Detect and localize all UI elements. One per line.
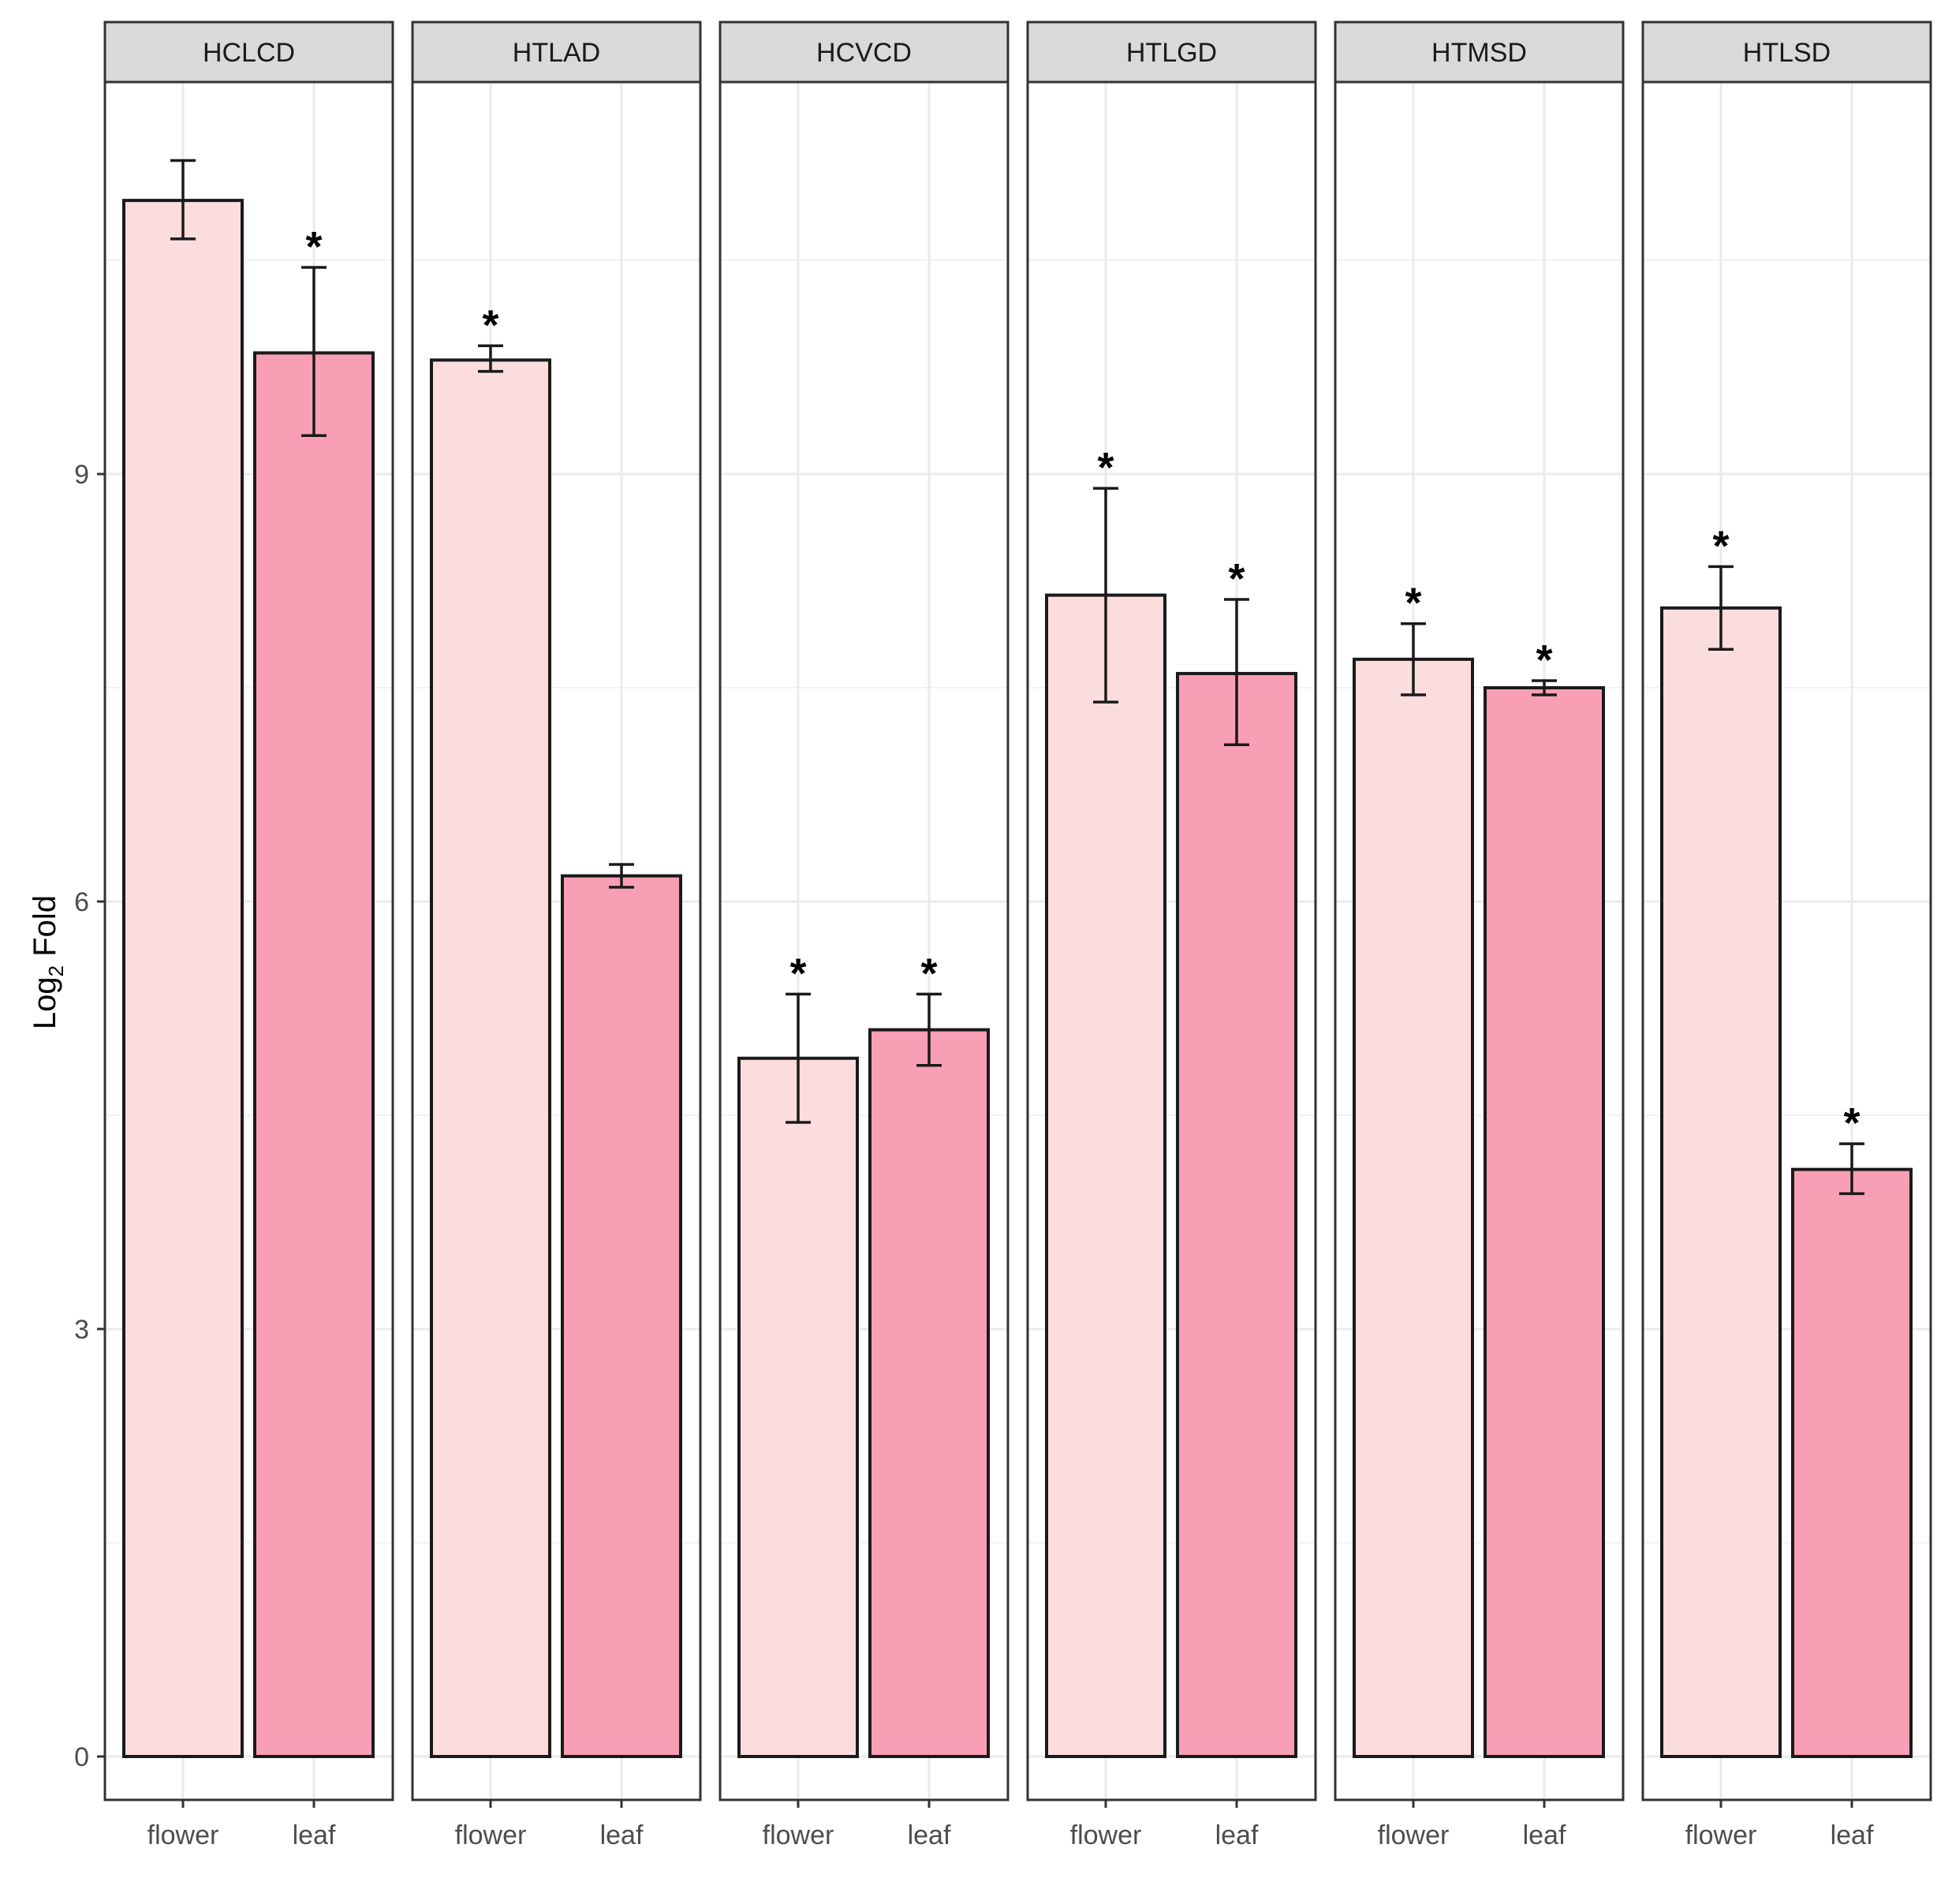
panel-htlad: * HTLAD flower leaf: [411, 21, 702, 1850]
bar-leaf: [561, 874, 682, 1758]
strip-label: HTMSD: [1431, 38, 1527, 68]
significance-marker: *: [1712, 522, 1729, 569]
bar-leaf: [253, 351, 375, 1758]
strip-label: HTLSD: [1743, 38, 1831, 68]
x-tick-label: flower: [1378, 1820, 1450, 1850]
panel-htlgd: * * HTLGD flower leaf: [1026, 21, 1317, 1850]
strip-header: [411, 21, 702, 84]
strip-header: [1026, 21, 1317, 84]
significance-marker: *: [1536, 637, 1552, 684]
x-tick-label: flower: [1070, 1820, 1142, 1850]
y-tick-label: 9: [74, 460, 89, 490]
x-tick-label: flower: [455, 1820, 527, 1850]
strip-label: HCLCD: [203, 38, 295, 68]
x-tick-label: leaf: [293, 1820, 336, 1850]
strip-header: [718, 21, 1010, 84]
x-tick-label: flower: [763, 1820, 834, 1850]
y-axis-label-main: Log: [28, 976, 62, 1029]
bar-leaf: [1791, 1167, 1913, 1758]
bar-flower: [737, 1056, 859, 1758]
y-axis-label-rest: Fold: [28, 895, 62, 965]
bar-leaf: [1484, 686, 1605, 1758]
bar-flower: [122, 199, 244, 1758]
significance-marker: *: [1843, 1099, 1860, 1147]
bar-flower: [1353, 657, 1474, 1758]
bar-flower: [1045, 593, 1166, 1758]
x-tick-label: leaf: [600, 1820, 644, 1850]
panel-hclcd: * HCLCD flower leaf: [103, 21, 394, 1850]
bar-flower: [1660, 606, 1782, 1758]
bar-leaf: [868, 1028, 990, 1758]
y-tick-label: 3: [74, 1315, 89, 1345]
x-tick-label: flower: [1685, 1820, 1757, 1850]
panel-htmsd: * * HTMSD flower leaf: [1334, 21, 1625, 1850]
strip-label: HTLGD: [1126, 38, 1217, 68]
significance-marker: *: [1405, 580, 1421, 627]
y-axis: 0 3 6 9: [74, 460, 105, 1772]
strip-label: HCVCD: [816, 38, 912, 68]
x-tick-label: leaf: [1523, 1820, 1566, 1850]
strip-header: [103, 21, 394, 84]
strip-header: [1334, 21, 1625, 84]
y-tick-label: 6: [74, 887, 89, 917]
panel-hcvcd: * * HCVCD flower leaf: [718, 21, 1010, 1850]
significance-marker: *: [482, 301, 498, 349]
strip-label: HTLAD: [513, 38, 600, 68]
plot-area: * HCLCD flower leaf * HTLAD flower leaf * * HCVCD f…: [74, 21, 1932, 1850]
significance-marker: *: [1228, 555, 1245, 603]
y-tick-label: 0: [74, 1742, 89, 1772]
x-tick-label: flower: [147, 1820, 219, 1850]
x-tick-label: leaf: [908, 1820, 951, 1850]
significance-marker: *: [305, 223, 322, 271]
y-axis-label-subscript: 2: [44, 965, 68, 976]
x-tick-label: leaf: [1831, 1820, 1874, 1850]
significance-marker: *: [920, 950, 937, 997]
bar-flower: [430, 358, 551, 1758]
bar-leaf: [1176, 671, 1297, 1758]
strip-header: [1641, 21, 1932, 84]
y-axis-label: Log2 Fold: [28, 895, 68, 1029]
x-tick-label: leaf: [1215, 1820, 1259, 1850]
panel-htlsd: * * HTLSD flower leaf: [1641, 21, 1932, 1850]
significance-marker: *: [1097, 444, 1114, 491]
significance-marker: *: [789, 950, 806, 997]
